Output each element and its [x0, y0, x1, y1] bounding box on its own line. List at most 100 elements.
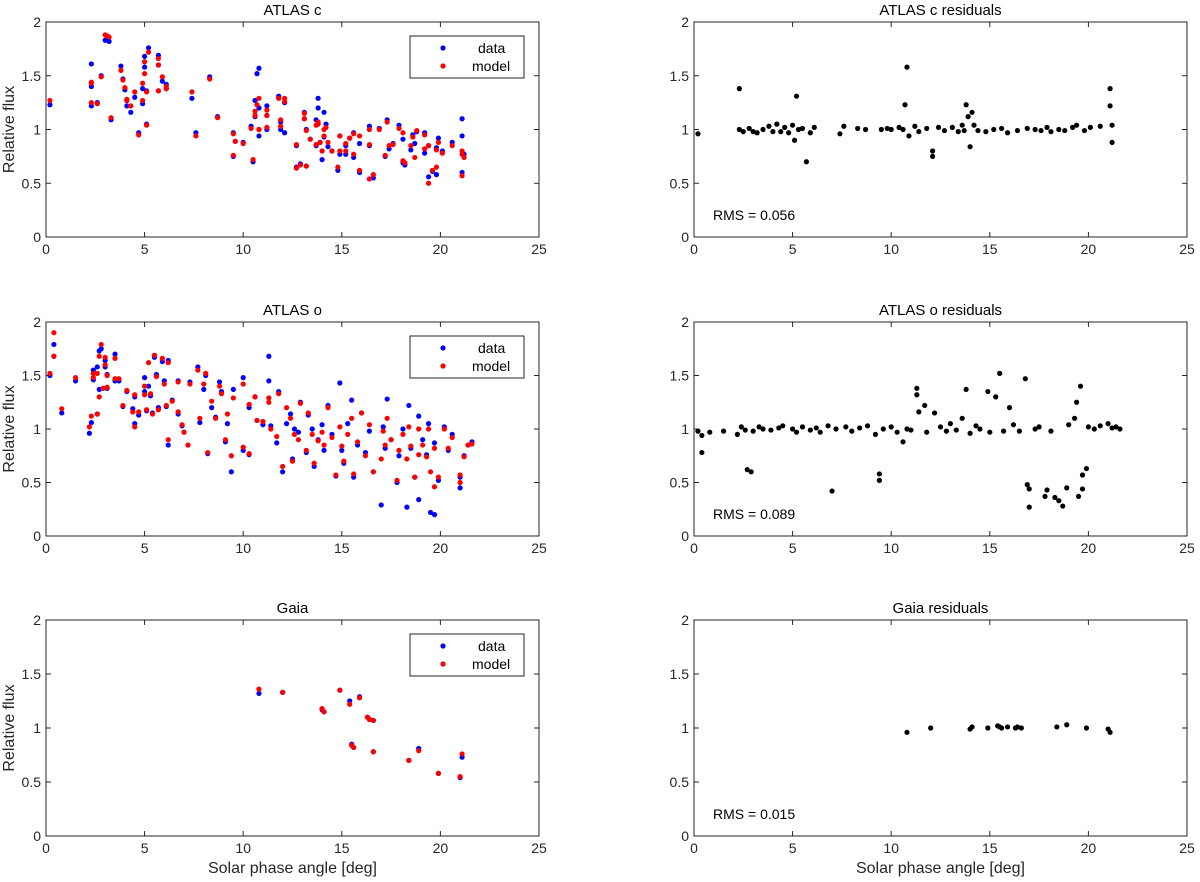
residual-point	[971, 122, 977, 128]
model-point	[380, 428, 386, 434]
data-point	[128, 109, 134, 115]
model-point	[337, 133, 343, 139]
model-point	[309, 431, 315, 437]
data-point	[165, 442, 171, 448]
residual-point	[1048, 428, 1054, 434]
model-point	[205, 449, 211, 456]
data-point	[88, 61, 94, 67]
residual-point	[943, 428, 950, 434]
residual-point	[876, 471, 882, 477]
y-tick-label: 1	[33, 720, 41, 736]
subplot-title: Gaia residuals	[893, 600, 989, 617]
model-point	[400, 431, 406, 437]
model-point	[136, 132, 142, 138]
model-point	[124, 97, 130, 104]
residual-point	[937, 424, 944, 430]
x-tick-label: 25	[531, 241, 547, 257]
residual-point	[837, 131, 843, 137]
data-point	[287, 411, 294, 417]
model-point	[325, 139, 331, 145]
data-point	[216, 379, 223, 385]
residual-point	[969, 109, 975, 115]
x-tick-label: 15	[982, 241, 998, 257]
residual-point	[941, 127, 948, 134]
residual-point	[997, 370, 1003, 376]
residual-point	[1010, 422, 1017, 428]
y-tick-label: 0.5	[22, 175, 42, 191]
residual-point	[855, 125, 861, 132]
x-tick-label: 15	[334, 540, 350, 556]
model-point	[254, 417, 260, 424]
model-point	[143, 407, 150, 413]
residual-point	[965, 114, 971, 120]
data-point	[159, 78, 165, 84]
data-point	[197, 419, 203, 426]
model-point	[112, 355, 118, 361]
data-points	[256, 686, 465, 781]
model-point	[445, 445, 451, 451]
data-points	[47, 330, 475, 518]
axes-box	[693, 21, 1188, 238]
model-point	[240, 140, 246, 147]
x-tick-label: 0	[690, 540, 698, 556]
x-tick-label: 0	[42, 540, 50, 556]
model-point	[96, 394, 102, 400]
model-point	[396, 125, 402, 132]
model-point	[366, 422, 373, 428]
legend-data-label: data	[478, 40, 505, 56]
residual-point	[896, 124, 902, 130]
model-point	[104, 372, 110, 379]
model-point	[240, 444, 246, 450]
model-point	[459, 751, 465, 757]
model-point	[422, 132, 428, 138]
residual-point	[985, 388, 991, 395]
data-point	[264, 103, 270, 109]
x-tick-label: 0	[42, 241, 50, 257]
data-point	[321, 109, 327, 115]
residual-point	[748, 469, 754, 475]
subplot-title: ATLAS o	[263, 302, 322, 319]
data-point	[252, 97, 258, 104]
model-point	[370, 717, 376, 724]
model-point	[457, 472, 463, 478]
x-axis-label: Solar phase angle [deg]	[208, 860, 377, 877]
data-point	[400, 136, 406, 142]
data-point	[408, 147, 414, 153]
data-point	[321, 447, 327, 453]
residual-point	[1006, 405, 1013, 411]
model-point	[165, 437, 171, 443]
model-point	[222, 437, 229, 443]
model-point	[343, 148, 349, 154]
residual-point	[975, 127, 981, 134]
residual-point	[959, 415, 965, 421]
residual-point	[744, 467, 750, 473]
residual-point	[999, 125, 1005, 132]
residual-point	[1004, 130, 1011, 136]
model-point	[321, 442, 327, 448]
legend: data model	[409, 335, 525, 379]
residual-point	[1042, 493, 1048, 500]
y-tick-label: 2	[681, 612, 689, 628]
x-tick-label: 20	[1081, 540, 1097, 556]
residual-point	[987, 429, 993, 435]
residual-point	[1071, 415, 1078, 421]
data-point	[112, 351, 118, 357]
model-point	[155, 62, 162, 68]
residual-point	[1087, 124, 1093, 130]
model-point	[102, 354, 108, 360]
data-points	[695, 370, 1123, 510]
model-point	[250, 157, 256, 163]
data-point	[309, 426, 315, 432]
residual-point	[983, 129, 989, 135]
residual-point	[699, 449, 705, 456]
model-point	[246, 401, 252, 407]
model-point	[264, 107, 270, 113]
model-point	[303, 447, 309, 453]
x-axis-label: Solar phase angle [deg]	[856, 860, 1025, 877]
model-point	[289, 458, 296, 464]
residual-point	[1091, 426, 1097, 432]
data-point	[378, 502, 384, 508]
model-point	[351, 471, 357, 477]
model-point	[175, 379, 181, 385]
residual-point	[914, 392, 920, 398]
